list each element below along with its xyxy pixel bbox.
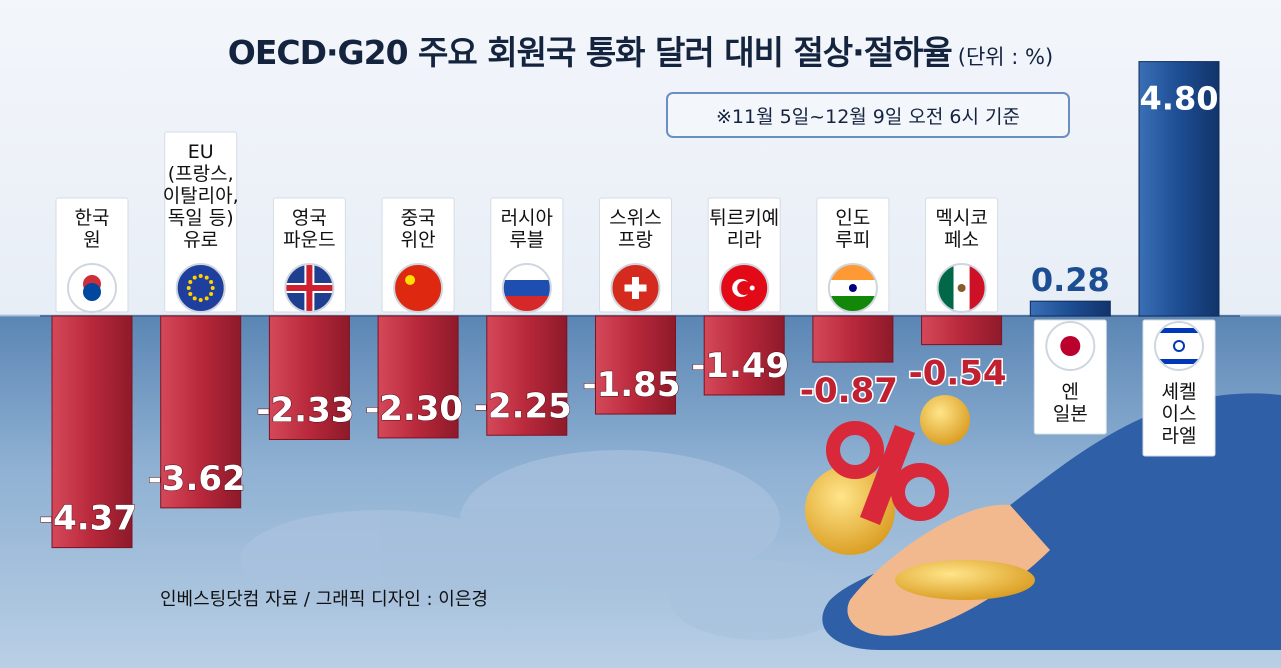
data-label: -1.85 bbox=[583, 365, 681, 405]
data-label: -4.37 bbox=[39, 499, 137, 539]
bar bbox=[377, 315, 459, 439]
category-label: 인도 bbox=[835, 207, 870, 229]
mexico-flag-icon bbox=[936, 263, 987, 313]
category-label: 원 bbox=[83, 229, 100, 251]
source-credit: 인베스팅닷컴 자료 / 그래픽 디자인 : 이은경 bbox=[160, 589, 488, 610]
eu-flag-icon bbox=[175, 263, 226, 313]
category-label: 파운드 bbox=[283, 229, 335, 251]
category-label: 페소 bbox=[944, 229, 979, 251]
category-label: 셰켈 bbox=[1162, 381, 1197, 403]
percent-icon bbox=[826, 421, 949, 525]
chart-title: OECD·G20 주요 회원국 통화 달러 대비 절상·절하율 (단위 : %) bbox=[0, 26, 1281, 74]
data-label: -0.87 bbox=[800, 371, 898, 411]
category-label: 유로 bbox=[183, 229, 218, 251]
category-label: 스위스 bbox=[609, 207, 661, 229]
data-label: -2.25 bbox=[474, 386, 572, 426]
turkey-flag-icon bbox=[719, 263, 770, 313]
bar bbox=[1138, 61, 1220, 317]
category-label: 라엘 bbox=[1162, 425, 1197, 447]
category-label: 독일 등) bbox=[168, 207, 234, 229]
bar bbox=[268, 315, 350, 440]
israel-flag-icon bbox=[1154, 321, 1204, 371]
page-title: OECD·G20 주요 회원국 통화 달러 대비 절상·절하율 bbox=[227, 33, 953, 72]
data-label: 4.80 bbox=[1140, 80, 1219, 118]
category-label: 엔 bbox=[1062, 381, 1079, 403]
bar bbox=[160, 315, 242, 509]
category-label: 중국 bbox=[401, 207, 436, 229]
bar bbox=[703, 315, 785, 396]
data-label: -0.54 bbox=[909, 354, 1007, 394]
category-label: 루피 bbox=[835, 229, 870, 251]
category-label: 프랑 bbox=[618, 229, 653, 251]
bar bbox=[486, 315, 568, 436]
data-label: -2.33 bbox=[256, 390, 354, 430]
japan-flag-icon bbox=[1045, 321, 1096, 371]
korea-flag-icon bbox=[67, 263, 117, 313]
russia-flag-icon bbox=[501, 263, 552, 313]
bar bbox=[812, 315, 894, 363]
category-label: 러시아 bbox=[501, 207, 553, 229]
category-label: 한국 bbox=[75, 207, 110, 229]
category-label: 위안 bbox=[401, 229, 436, 251]
bar-group: 엔일본 0.28 bbox=[1029, 261, 1111, 435]
category-label: 리라 bbox=[727, 229, 762, 251]
bar-group: 한국원 -4.37 bbox=[39, 197, 138, 549]
data-label: 0.28 bbox=[1031, 261, 1110, 299]
data-label: -3.62 bbox=[148, 459, 246, 499]
category-label: 이탈리아, bbox=[163, 185, 239, 207]
bar bbox=[921, 315, 1003, 346]
bar-group: EU(프랑스,이탈리아,독일 등)유로 -3.62 bbox=[147, 131, 246, 509]
data-label: -1.49 bbox=[691, 346, 789, 386]
bar bbox=[1029, 300, 1111, 317]
category-label: EU bbox=[188, 141, 214, 163]
india-flag-icon bbox=[827, 263, 878, 313]
data-label: -2.30 bbox=[365, 389, 463, 429]
world-map-decoration bbox=[240, 450, 850, 640]
hand-illustration bbox=[805, 393, 1281, 650]
bar bbox=[51, 315, 133, 549]
category-label: 루블 bbox=[509, 229, 544, 251]
unit-label: (단위 : %) bbox=[957, 45, 1054, 69]
switzerland-flag-icon bbox=[610, 263, 661, 313]
category-label: 일본 bbox=[1053, 403, 1088, 425]
category-label: 영국 bbox=[292, 207, 327, 229]
category-label: 이스 bbox=[1162, 403, 1197, 425]
category-label: 튀르키예 bbox=[709, 207, 779, 229]
date-note: ※11월 5일~12월 9일 오전 6시 기준 bbox=[666, 92, 1070, 138]
bar bbox=[595, 315, 676, 415]
category-label: (프랑스, bbox=[168, 163, 234, 185]
category-label: 멕시코 bbox=[935, 207, 987, 229]
uk-flag-icon bbox=[284, 263, 335, 313]
china-flag-icon bbox=[393, 263, 444, 313]
